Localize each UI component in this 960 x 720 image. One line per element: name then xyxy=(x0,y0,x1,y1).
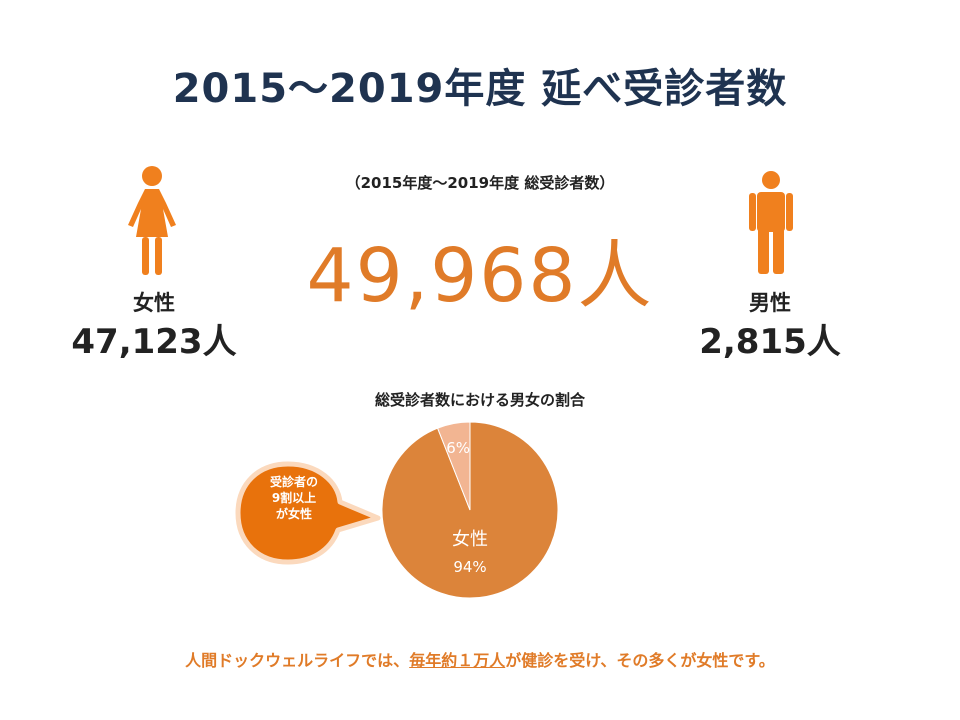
pie-value-label: 6% xyxy=(446,439,470,457)
pie-value-label: 94% xyxy=(453,558,486,576)
footer-text-after: が健診を受け、その多くが女性です。 xyxy=(505,651,775,670)
male-label: 男性 xyxy=(749,291,791,315)
callout-line: 受診者の xyxy=(269,475,318,489)
pie-slice-label: 女性 xyxy=(452,529,488,550)
callout-text: 受診者の 9割以上 が女性 xyxy=(245,474,343,522)
page-title: 2015～2019年度 延べ受診者数 xyxy=(172,66,788,112)
male-count: 2,815人 xyxy=(699,322,841,362)
total-subtitle: （2015年度～2019年度 総受診者数） xyxy=(345,174,615,192)
callout-line: 9割以上 xyxy=(271,491,317,505)
chart-title: 総受診者数における男女の割合 xyxy=(374,391,585,409)
footer-highlight: 毎年約１万人 xyxy=(409,651,506,670)
callout-line: が女性 xyxy=(275,507,312,521)
footer-note: 人間ドックウェルライフでは、毎年約１万人が健診を受け、その多くが女性です。 xyxy=(0,647,960,671)
total-count: 49,968人 xyxy=(306,233,654,319)
footer-text-before: 人間ドックウェルライフでは、 xyxy=(185,651,410,670)
gender-ratio-pie-chart: 女性 94% 6% xyxy=(381,421,559,599)
female-person-icon xyxy=(128,166,176,275)
male-person-icon xyxy=(749,171,793,274)
callout-bubble xyxy=(235,461,381,565)
pie-slice xyxy=(436,421,471,511)
female-count: 47,123人 xyxy=(71,322,237,362)
female-label: 女性 xyxy=(133,291,175,315)
